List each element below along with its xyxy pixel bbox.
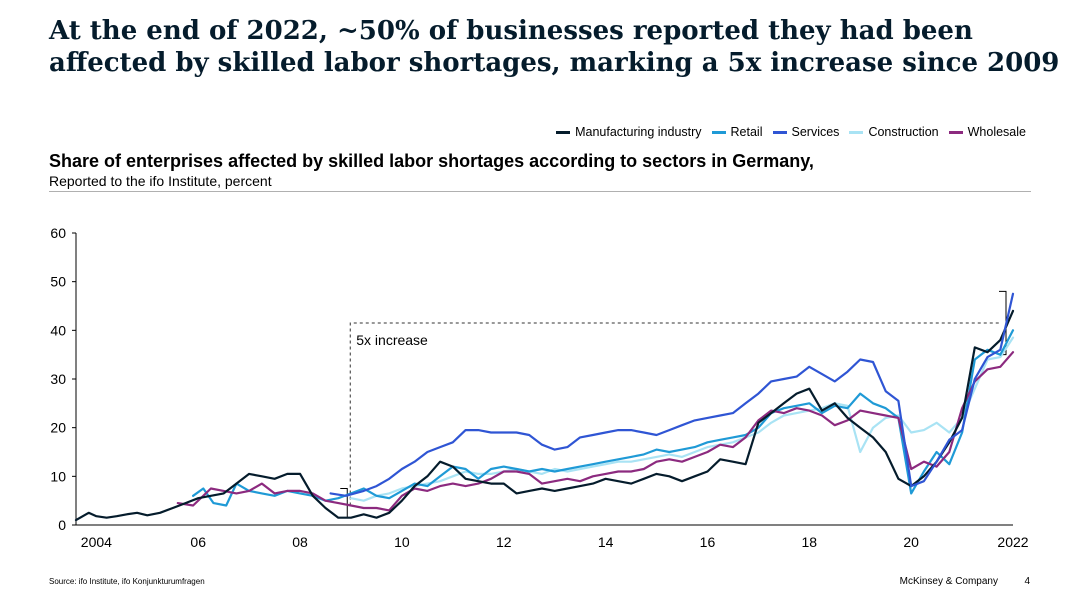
x-tick-label: 08 [292,534,308,550]
legend-swatch-services [772,130,787,134]
x-tick-label: 20 [903,534,919,550]
x-tick-label: 12 [496,534,512,550]
headline-line-2: affected by skilled labor shortages, mar… [49,48,1060,78]
series-line-construction [349,336,1015,502]
annotation-label: 5x increase [356,332,428,348]
legend-swatch-retail [711,130,726,134]
legend-item-manufacturing: Manufacturing industry [556,125,702,139]
y-tick-label: 50 [50,274,66,290]
legend-item-construction: Construction [849,125,939,139]
title-divider [49,191,1031,192]
footer-brand: McKinsey & Company [899,576,998,587]
footer-source: Source: ifo Institute, ifo Konjunkturumf… [49,577,205,586]
headline: At the end of 2022, ~50% of businesses r… [49,15,1059,79]
legend-label-wholesale: Wholesale [967,125,1026,139]
legend-label-construction: Construction [868,125,939,139]
y-tick-label: 30 [50,371,66,387]
y-tick-label: 0 [58,517,66,533]
legend-label-retail: Retail [730,125,763,139]
series-line-services [329,292,1015,497]
legend-swatch-construction [849,130,864,134]
x-tick-label: 06 [190,534,206,550]
legend-label-manufacturing: Manufacturing industry [575,125,702,139]
x-tick-label: 18 [802,534,818,550]
legend-swatch-manufacturing [556,130,571,134]
legend-swatch-wholesale [948,130,963,134]
legend-item-wholesale: Wholesale [948,125,1026,139]
x-tick-label: 2022 [997,534,1028,550]
y-tick-label: 40 [50,322,66,338]
series-line-manufacturing [74,309,1015,522]
x-tick-label: 10 [394,534,410,550]
legend: Manufacturing industry Retail Services C… [556,125,1026,139]
annotation-dashed-line [349,322,1001,506]
y-tick-label: 20 [50,420,66,436]
y-tick-label: 60 [50,225,66,241]
legend-label-services: Services [791,125,840,139]
y-tick-label: 10 [50,468,66,484]
x-tick-label: 2004 [81,534,112,550]
page-number: 4 [1024,576,1030,587]
chart-title: Share of enterprises affected by skilled… [49,151,814,171]
legend-item-services: Services [772,125,840,139]
legend-item-retail: Retail [711,125,763,139]
x-tick-label: 16 [700,534,716,550]
series-line-wholesale [176,351,1015,512]
headline-line-1: At the end of 2022, ~50% of businesses r… [49,16,973,46]
x-tick-label: 14 [598,534,614,550]
chart-subtitle: Reported to the ifo Institute, percent [49,173,272,189]
